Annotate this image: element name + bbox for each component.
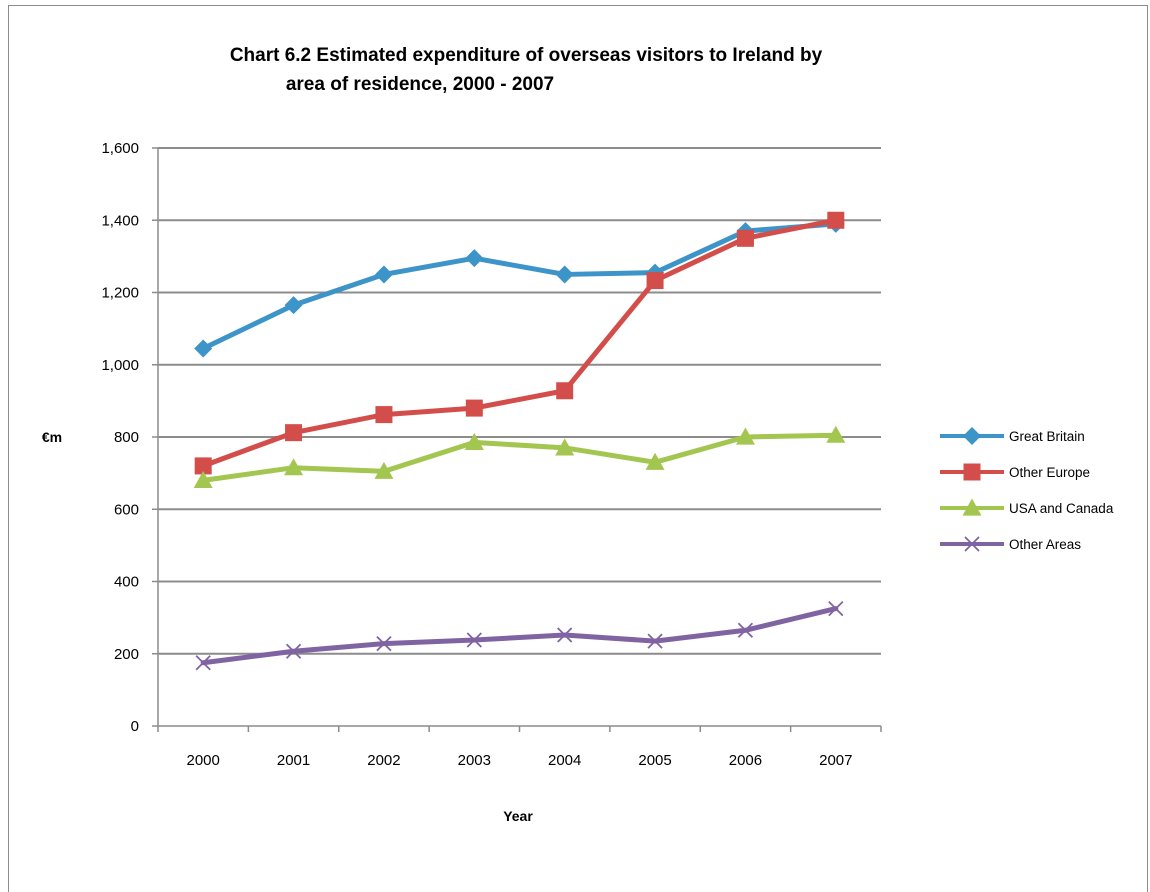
legend-marker-other-areas bbox=[964, 536, 980, 552]
data-point-great-britain-2002 bbox=[374, 265, 393, 284]
series-line-other-areas bbox=[200, 606, 839, 666]
y-tick-label-400: 400 bbox=[114, 574, 139, 591]
legend-label-other-europe: Other Europe bbox=[1009, 465, 1090, 480]
data-point-usa-and-canada-2000 bbox=[193, 470, 213, 488]
x-tick-labels: 2000 2001 2002 2003 2004 2005 2006 2007 bbox=[187, 752, 853, 769]
series-lines bbox=[193, 211, 846, 671]
data-point-other-areas-2000 bbox=[195, 655, 211, 671]
y-tick-label-800: 800 bbox=[114, 429, 139, 446]
chart-frame bbox=[8, 5, 1148, 892]
y-tick-label-1400: 1,400 bbox=[101, 212, 139, 229]
y-tick-label-200: 200 bbox=[114, 646, 139, 663]
legend-marker-usa-and-canada bbox=[962, 498, 982, 516]
data-point-other-areas-2003 bbox=[466, 632, 482, 648]
series-line-usa-and-canada bbox=[200, 432, 839, 483]
y-tick-label-1600: 1,600 bbox=[101, 140, 139, 157]
data-point-usa-and-canada-2005 bbox=[645, 452, 665, 470]
data-point-other-areas-2002 bbox=[376, 635, 392, 652]
y-axis-title: €m bbox=[42, 429, 62, 445]
data-point-great-britain-2000 bbox=[194, 339, 213, 358]
data-point-other-areas-2001 bbox=[285, 643, 302, 659]
chart-title-line-1: Chart 6.2 Estimated expenditure of overs… bbox=[230, 45, 823, 66]
data-point-other-europe-2006 bbox=[736, 229, 754, 247]
legend-marker-great-britain bbox=[963, 427, 981, 445]
data-point-other-areas-2007 bbox=[828, 600, 844, 617]
x-tick-label-2006: 2006 bbox=[729, 752, 762, 769]
y-tick-label-0: 0 bbox=[131, 718, 139, 735]
y-tick-label-1200: 1,200 bbox=[101, 285, 139, 302]
x-tick-label-2004: 2004 bbox=[548, 752, 581, 769]
data-point-other-areas-2005 bbox=[647, 633, 663, 649]
legend-marker-other-europe bbox=[963, 463, 981, 481]
legend-item-other-areas: Other Areas bbox=[940, 536, 1081, 552]
y-tick-labels: 0 200 400 600 800 1,000 1,200 1,400 1,600 bbox=[101, 140, 139, 735]
legend-label-great-britain: Great Britain bbox=[1009, 429, 1085, 444]
data-point-usa-and-canada-2002 bbox=[374, 461, 394, 479]
data-point-other-europe-2000 bbox=[194, 457, 212, 475]
legend-label-other-areas: Other Areas bbox=[1009, 537, 1081, 552]
x-tick-label-2002: 2002 bbox=[367, 752, 400, 769]
data-point-usa-and-canada-2006 bbox=[735, 427, 755, 445]
data-point-other-europe-2007 bbox=[827, 211, 845, 229]
data-point-great-britain-2001 bbox=[284, 296, 303, 315]
series-usa-and-canada bbox=[193, 425, 846, 488]
data-point-other-europe-2001 bbox=[285, 424, 303, 442]
data-point-other-europe-2004 bbox=[556, 382, 574, 400]
chart-title-line-2: area of residence, 2000 - 2007 bbox=[286, 74, 554, 95]
series-great-britain bbox=[194, 214, 845, 358]
x-tick-label-2000: 2000 bbox=[187, 752, 220, 769]
data-point-great-britain-2004 bbox=[555, 265, 574, 284]
data-point-other-europe-2003 bbox=[465, 399, 483, 417]
data-point-other-europe-2002 bbox=[375, 406, 393, 424]
x-tick-label-2007: 2007 bbox=[819, 752, 852, 769]
legend-item-great-britain: Great Britain bbox=[940, 427, 1085, 445]
axes bbox=[152, 147, 882, 732]
legend-item-other-europe: Other Europe bbox=[940, 463, 1090, 481]
series-line-other-europe bbox=[200, 217, 839, 469]
data-point-usa-and-canada-2004 bbox=[555, 438, 575, 456]
data-point-usa-and-canada-2007 bbox=[826, 425, 846, 443]
series-other-areas bbox=[195, 600, 844, 671]
data-point-other-europe-2005 bbox=[646, 272, 664, 290]
series-line-great-britain bbox=[200, 221, 839, 351]
x-tick-label-2001: 2001 bbox=[277, 752, 310, 769]
x-axis-title: Year bbox=[503, 808, 533, 824]
x-tick-label-2005: 2005 bbox=[638, 752, 671, 769]
series-other-europe bbox=[194, 211, 845, 475]
legend-label-usa-and-canada: USA and Canada bbox=[1009, 501, 1114, 516]
data-point-great-britain-2003 bbox=[465, 249, 484, 268]
data-point-usa-and-canada-2001 bbox=[284, 458, 304, 476]
y-tick-label-600: 600 bbox=[114, 501, 139, 518]
y-tick-label-1000: 1,000 bbox=[101, 357, 139, 374]
data-point-usa-and-canada-2003 bbox=[464, 432, 484, 451]
data-point-other-areas-2004 bbox=[557, 627, 573, 643]
data-point-other-areas-2006 bbox=[737, 622, 754, 638]
x-tick-label-2003: 2003 bbox=[458, 752, 491, 769]
legend-item-usa-and-canada: USA and Canada bbox=[940, 498, 1114, 516]
legend: Great Britain Other Europe USA and Canada O… bbox=[940, 427, 1114, 552]
